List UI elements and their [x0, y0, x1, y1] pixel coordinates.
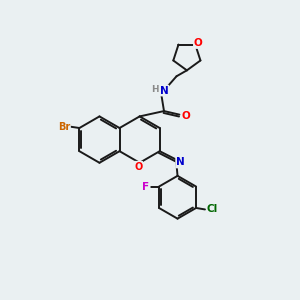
Text: N: N — [176, 158, 185, 167]
Text: O: O — [134, 162, 142, 172]
Text: N: N — [160, 85, 168, 96]
Text: H: H — [151, 85, 158, 94]
Text: O: O — [194, 38, 203, 48]
Text: F: F — [142, 182, 149, 192]
Text: Br: Br — [58, 122, 70, 131]
Text: O: O — [182, 111, 190, 121]
Text: Cl: Cl — [207, 204, 218, 214]
